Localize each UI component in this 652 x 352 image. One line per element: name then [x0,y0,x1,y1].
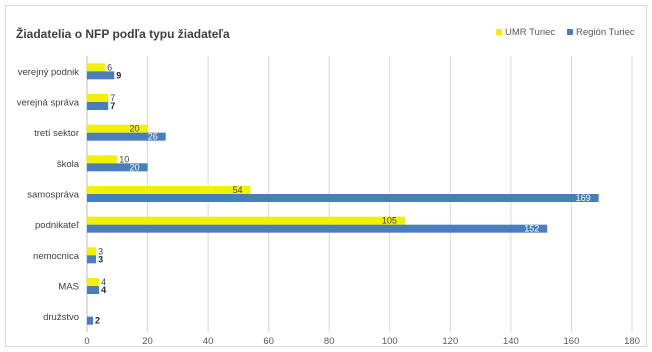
bar [87,124,148,133]
data-label: 54 [232,185,242,195]
bar [87,316,94,325]
category-label: MAS [58,282,79,293]
bar [87,71,115,80]
data-label: 4 [101,277,106,287]
chart-frame [5,5,647,347]
bar [87,278,100,286]
chart-title: Žiadatelia o NFP podľa typu žiadateľa [16,26,230,41]
bar [87,132,166,141]
category-label: verejná správa [17,98,80,109]
category-label: nemocnica [33,251,80,262]
data-label: 169 [576,193,591,203]
category-label: samospráva [27,190,79,201]
bar [87,286,100,294]
bar [87,224,548,233]
bar [87,63,106,72]
x-tick-label: 180 [624,336,640,347]
data-label: 26 [148,132,158,142]
bar [87,186,251,194]
data-label: 9 [116,70,121,80]
x-tick-label: 160 [564,336,580,347]
data-label: 4 [101,285,106,295]
bar [87,102,109,110]
data-label: 105 [382,216,397,226]
legend-label: UMR Turiec [505,27,555,38]
bar [87,163,148,172]
data-label: 152 [524,224,539,234]
data-label: 3 [98,254,103,264]
x-tick-label: 80 [324,336,335,347]
x-tick-label: 120 [442,336,458,347]
data-label: 6 [107,62,112,72]
category-label: verejný podnik [18,67,80,78]
x-tick-label: 40 [203,336,214,347]
legend: UMR Turiec Región Turiec [496,27,635,38]
x-tick-label: 140 [503,336,519,347]
data-label: 7 [110,93,115,103]
data-label: 20 [130,162,140,172]
data-label: 20 [130,124,140,134]
legend-swatch [567,29,573,35]
x-tick-label: 20 [142,336,153,347]
bar [87,255,97,264]
category-label: podnikateľ [35,220,79,231]
legend-label: Región Turiec [576,27,635,38]
data-label: 2 [95,316,100,326]
data-label: 10 [119,154,129,164]
bar [87,155,118,164]
data-label: 7 [110,101,115,111]
legend-swatch [496,29,502,35]
category-labels: verejný podnik verejná správa tretí sektor… [17,67,80,323]
bars [87,63,599,325]
x-tick-label: 100 [382,336,398,347]
category-label: škola [57,159,80,170]
data-label: 3 [98,246,103,256]
bar [87,247,97,256]
x-tick-label: 0 [84,336,89,347]
bar [87,194,599,202]
category-label: tretí sektor [34,128,79,139]
bar [87,216,405,225]
bar [87,94,109,102]
x-tick-labels: 0 20 40 60 80 100 120 140 160 180 [84,336,640,347]
x-tick-label: 60 [263,336,274,347]
category-label: družstvo [43,312,79,323]
